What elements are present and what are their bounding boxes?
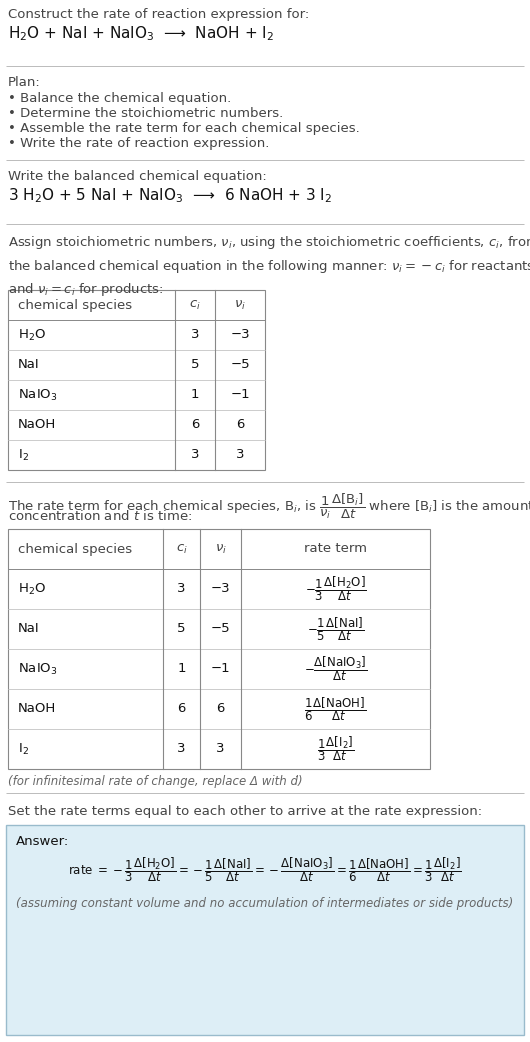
Text: Answer:: Answer: <box>16 835 69 848</box>
Text: 3: 3 <box>191 328 199 342</box>
Bar <box>6 825 524 1035</box>
Text: Write the balanced chemical equation:: Write the balanced chemical equation: <box>8 170 267 183</box>
Text: H$_2$O + NaI + NaIO$_3$  ⟶  NaOH + I$_2$: H$_2$O + NaI + NaIO$_3$ ⟶ NaOH + I$_2$ <box>8 24 274 43</box>
Text: • Write the rate of reaction expression.: • Write the rate of reaction expression. <box>8 137 269 150</box>
Text: $c_i$: $c_i$ <box>175 543 188 555</box>
Text: Construct the rate of reaction expression for:: Construct the rate of reaction expressio… <box>8 8 309 21</box>
Text: rate term: rate term <box>304 543 367 555</box>
Text: 6: 6 <box>191 419 199 431</box>
Text: −5: −5 <box>230 358 250 372</box>
Text: (assuming constant volume and no accumulation of intermediates or side products): (assuming constant volume and no accumul… <box>16 897 514 910</box>
Text: • Assemble the rate term for each chemical species.: • Assemble the rate term for each chemic… <box>8 122 360 135</box>
Text: $\nu_i$: $\nu_i$ <box>215 543 226 555</box>
Text: 6: 6 <box>236 419 244 431</box>
Text: rate $= -\dfrac{1}{3}\dfrac{\Delta[\mathrm{H_2O}]}{\Delta t} = -\dfrac{1}{5}\dfr: rate $= -\dfrac{1}{3}\dfrac{\Delta[\math… <box>68 855 462 885</box>
Text: • Determine the stoichiometric numbers.: • Determine the stoichiometric numbers. <box>8 107 283 120</box>
Text: 3: 3 <box>177 743 186 755</box>
Text: Assign stoichiometric numbers, $\nu_i$, using the stoichiometric coefficients, $: Assign stoichiometric numbers, $\nu_i$, … <box>8 234 530 298</box>
Text: $\nu_i$: $\nu_i$ <box>234 298 246 312</box>
Text: 3: 3 <box>177 582 186 595</box>
Text: −1: −1 <box>230 389 250 401</box>
Text: NaOH: NaOH <box>18 419 56 431</box>
Text: chemical species: chemical species <box>18 543 132 555</box>
Text: −5: −5 <box>211 622 231 636</box>
Text: • Balance the chemical equation.: • Balance the chemical equation. <box>8 92 231 105</box>
Text: $\dfrac{1}{3}\dfrac{\Delta[\mathrm{I_2}]}{\Delta t}$: $\dfrac{1}{3}\dfrac{\Delta[\mathrm{I_2}]… <box>317 735 354 764</box>
Text: 3: 3 <box>236 448 244 462</box>
Text: NaI: NaI <box>18 358 40 372</box>
Text: 6: 6 <box>216 702 225 716</box>
Bar <box>8 290 265 470</box>
Text: 3: 3 <box>191 448 199 462</box>
Text: $c_i$: $c_i$ <box>189 298 201 312</box>
Text: I$_2$: I$_2$ <box>18 447 29 463</box>
Text: NaIO$_3$: NaIO$_3$ <box>18 388 58 402</box>
Text: 5: 5 <box>191 358 199 372</box>
Text: The rate term for each chemical species, B$_i$, is $\dfrac{1}{\nu_i}\dfrac{\Delt: The rate term for each chemical species,… <box>8 492 530 521</box>
Text: NaIO$_3$: NaIO$_3$ <box>18 662 58 676</box>
Text: chemical species: chemical species <box>18 298 132 312</box>
Text: −3: −3 <box>230 328 250 342</box>
Text: NaOH: NaOH <box>18 702 56 716</box>
Text: Set the rate terms equal to each other to arrive at the rate expression:: Set the rate terms equal to each other t… <box>8 805 482 818</box>
Text: NaI: NaI <box>18 622 40 636</box>
Text: 1: 1 <box>177 663 186 675</box>
Text: 1: 1 <box>191 389 199 401</box>
Text: $-\dfrac{\Delta[\mathrm{NaIO_3}]}{\Delta t}$: $-\dfrac{\Delta[\mathrm{NaIO_3}]}{\Delta… <box>304 654 367 684</box>
Text: (for infinitesimal rate of change, replace Δ with ḋ): (for infinitesimal rate of change, repla… <box>8 775 303 788</box>
Text: 3 H$_2$O + 5 NaI + NaIO$_3$  ⟶  6 NaOH + 3 I$_2$: 3 H$_2$O + 5 NaI + NaIO$_3$ ⟶ 6 NaOH + 3… <box>8 187 332 204</box>
Text: 3: 3 <box>216 743 225 755</box>
Text: Plan:: Plan: <box>8 76 41 89</box>
Text: $-\dfrac{1}{3}\dfrac{\Delta[\mathrm{H_2O}]}{\Delta t}$: $-\dfrac{1}{3}\dfrac{\Delta[\mathrm{H_2O… <box>305 574 366 603</box>
Text: −1: −1 <box>211 663 231 675</box>
Bar <box>8 529 430 769</box>
Text: concentration and $t$ is time:: concentration and $t$ is time: <box>8 508 192 523</box>
Text: −3: −3 <box>211 582 231 595</box>
Text: 6: 6 <box>178 702 186 716</box>
Text: H$_2$O: H$_2$O <box>18 327 46 343</box>
Text: $-\dfrac{1}{5}\dfrac{\Delta[\mathrm{NaI}]}{\Delta t}$: $-\dfrac{1}{5}\dfrac{\Delta[\mathrm{NaI}… <box>307 615 364 643</box>
Text: I$_2$: I$_2$ <box>18 742 29 756</box>
Text: H$_2$O: H$_2$O <box>18 581 46 597</box>
Text: 5: 5 <box>177 622 186 636</box>
Text: $\dfrac{1}{6}\dfrac{\Delta[\mathrm{NaOH}]}{\Delta t}$: $\dfrac{1}{6}\dfrac{\Delta[\mathrm{NaOH}… <box>304 695 367 723</box>
